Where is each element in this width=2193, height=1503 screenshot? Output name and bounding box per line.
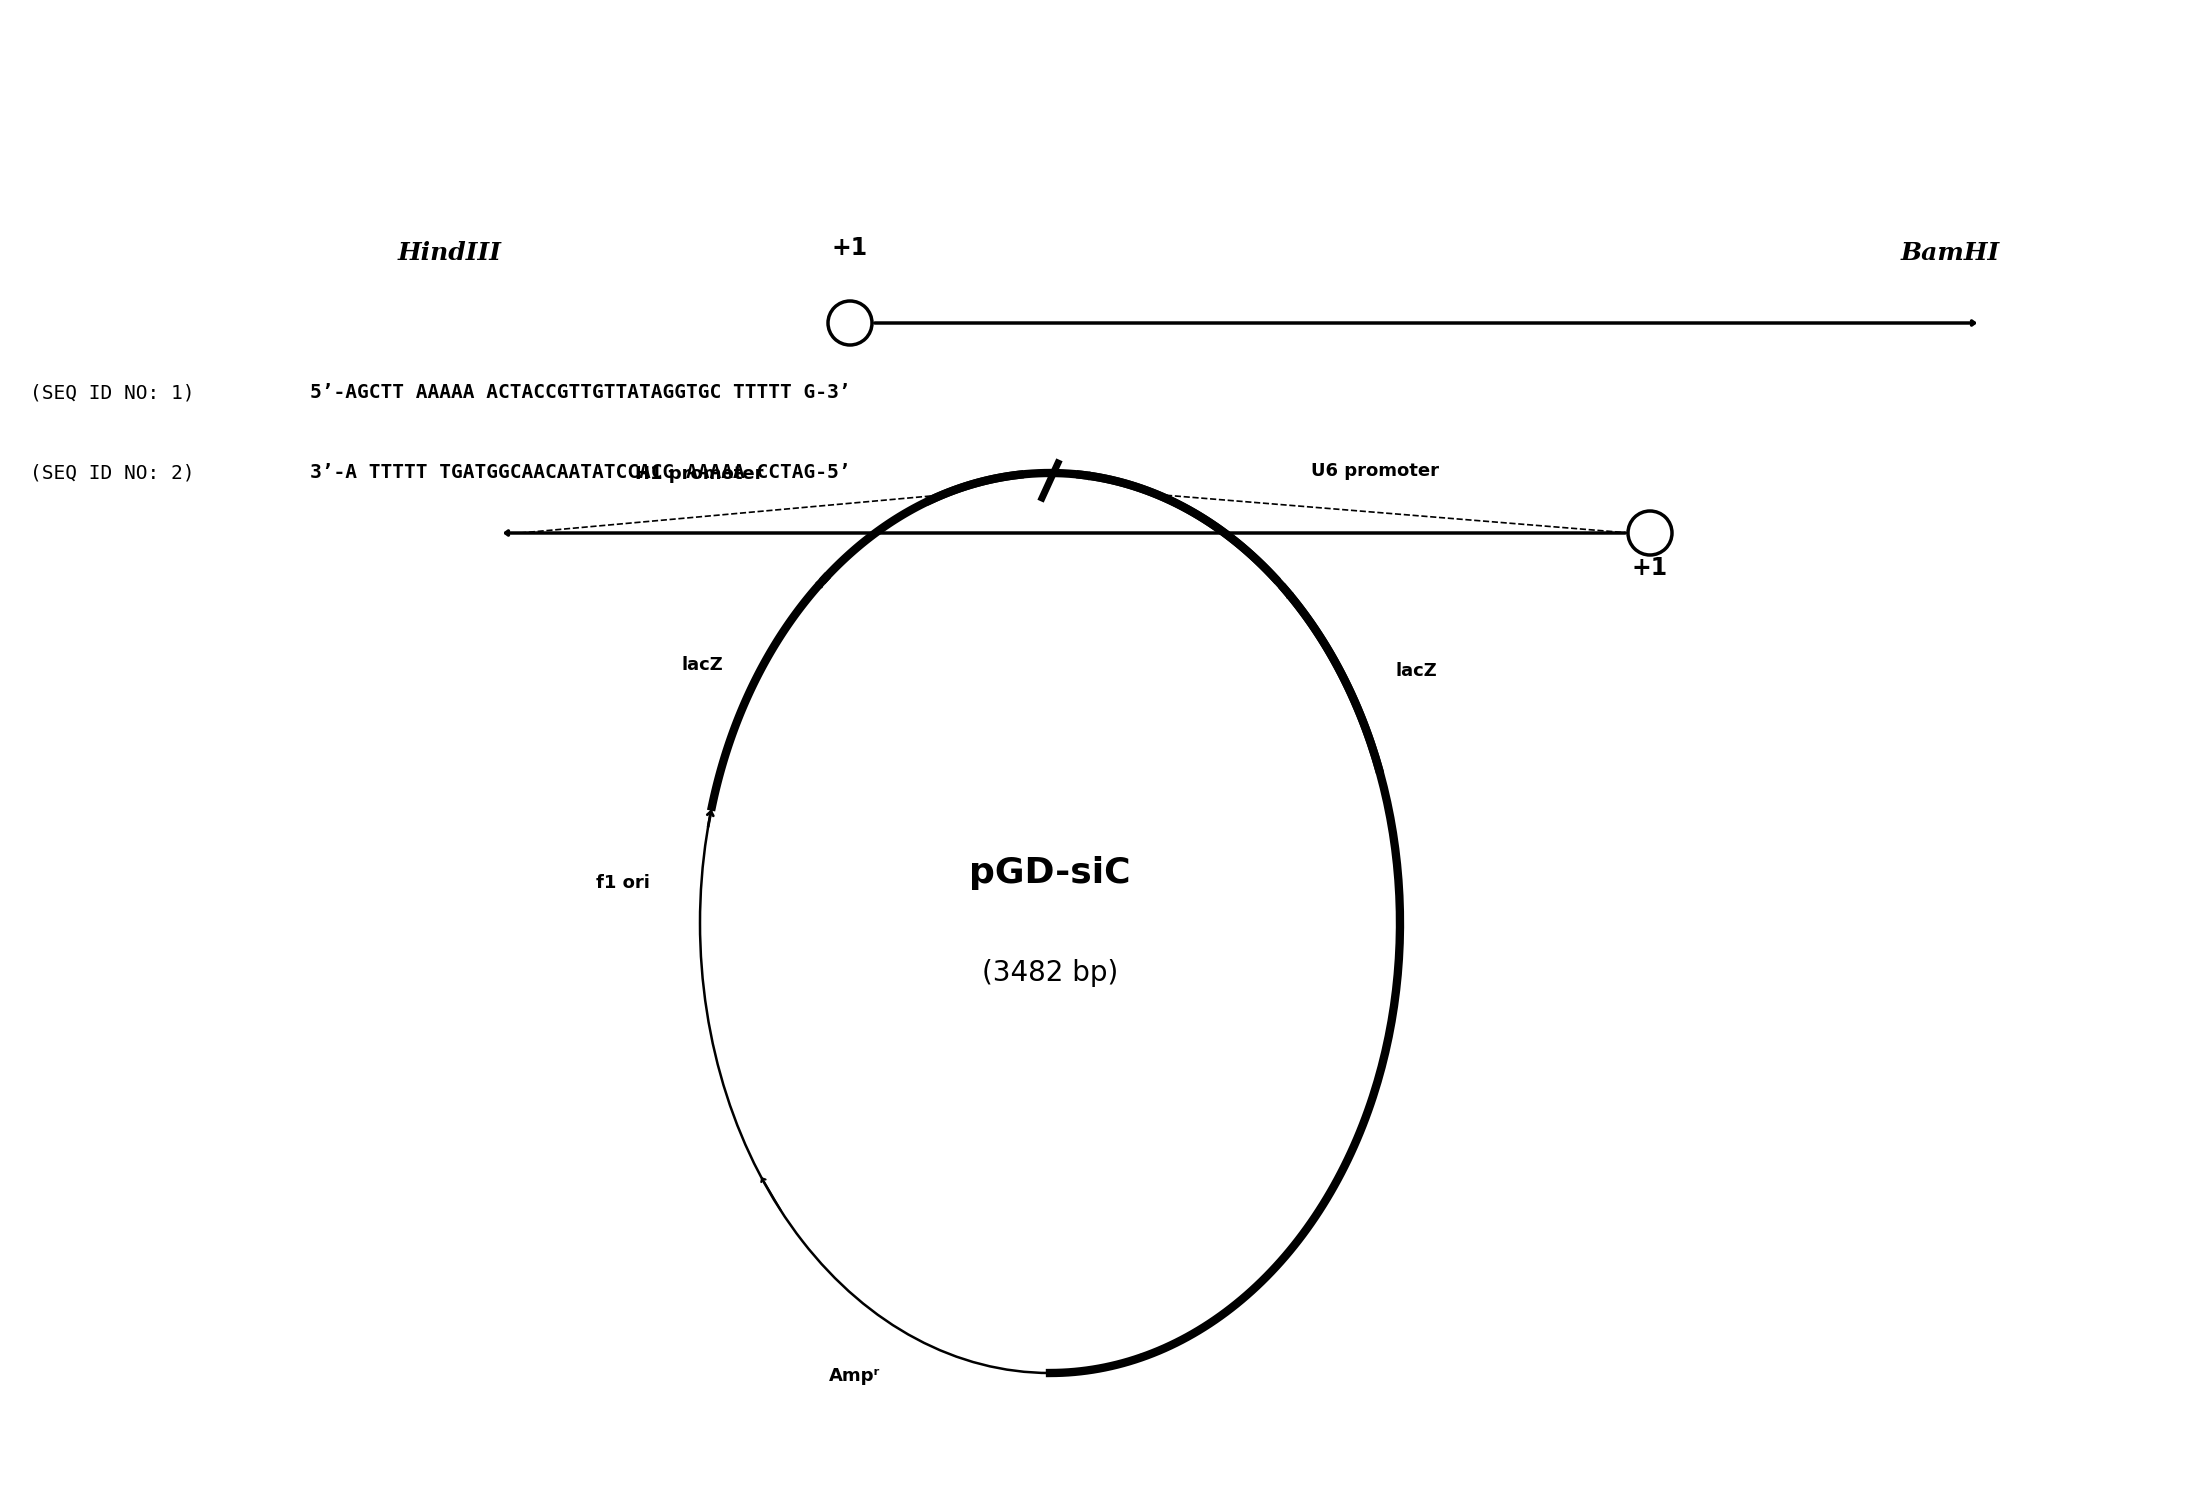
Circle shape xyxy=(1627,511,1671,555)
Text: (SEQ ID NO: 1): (SEQ ID NO: 1) xyxy=(31,383,195,403)
Text: lacZ: lacZ xyxy=(1395,663,1436,681)
Text: (3482 bp): (3482 bp) xyxy=(982,959,1118,987)
Text: +1: +1 xyxy=(1632,556,1669,580)
Text: (SEQ ID NO: 2): (SEQ ID NO: 2) xyxy=(31,463,195,482)
Text: U6 promoter: U6 promoter xyxy=(1311,461,1439,479)
Text: +1: +1 xyxy=(831,236,868,260)
Text: lacZ: lacZ xyxy=(682,655,724,673)
Text: 3’-A TTTTT TGATGGCAACAATATCCACG AAAAA CCTAG-5’: 3’-A TTTTT TGATGGCAACAATATCCACG AAAAA CC… xyxy=(309,463,851,482)
Text: BamHI: BamHI xyxy=(1901,240,2000,265)
Text: f1 ori: f1 ori xyxy=(596,875,649,891)
Text: Ampʳ: Ampʳ xyxy=(829,1366,879,1384)
Circle shape xyxy=(829,301,873,346)
Text: H1 promoter: H1 promoter xyxy=(634,464,763,482)
Text: pGD-siC: pGD-siC xyxy=(969,857,1132,890)
Text: HindIII: HindIII xyxy=(397,240,502,265)
Text: 5’-AGCTT AAAAA ACTACCGTTGTTATAGGTGC TTTTT G-3’: 5’-AGCTT AAAAA ACTACCGTTGTTATAGGTGC TTTT… xyxy=(309,383,851,403)
